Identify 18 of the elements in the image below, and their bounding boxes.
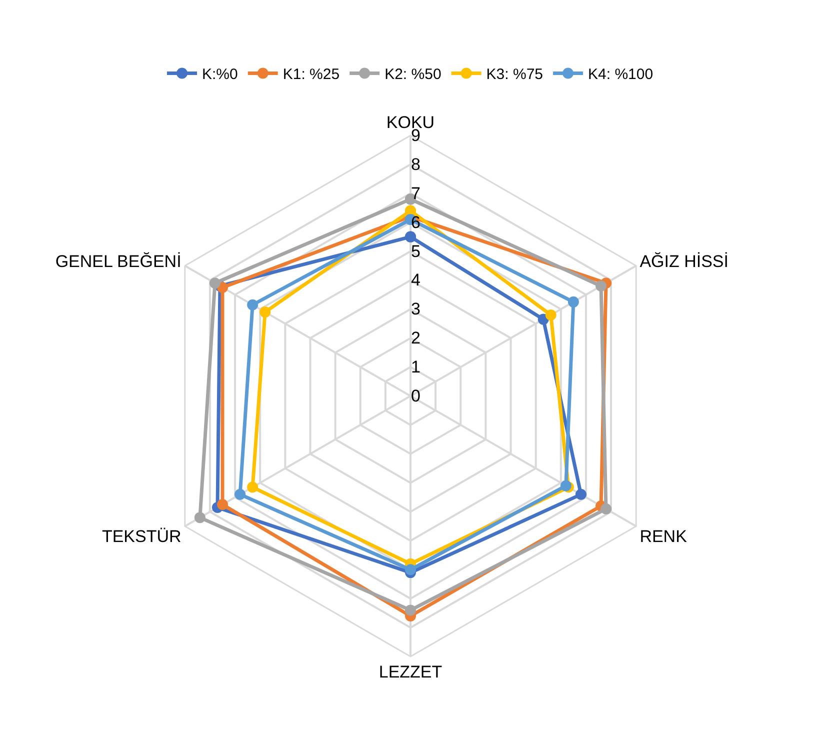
y-tick-label: 5 <box>411 242 420 261</box>
spoke-label: GENEL BEĞENİ <box>55 252 182 272</box>
y-tick-label: 4 <box>411 270 420 290</box>
spoke-label: AĞIZ HİSSİ <box>640 252 728 272</box>
legend-label: K4: %100 <box>588 66 654 84</box>
spoke-label: RENK <box>640 526 688 546</box>
y-tick-label: 0 <box>411 386 420 406</box>
legend-label: K3: %75 <box>486 66 544 84</box>
y-tick-label: 8 <box>411 154 420 174</box>
y-tick-label: 2 <box>411 328 420 348</box>
y-tick-label: 7 <box>411 184 420 203</box>
legend-label: K:%0 <box>202 66 238 84</box>
spoke-label: TEKSTÜR <box>102 526 182 546</box>
legend-label: K2: %50 <box>384 66 442 84</box>
y-tick-label: 3 <box>411 300 420 319</box>
legend-label: K1: %25 <box>282 66 340 84</box>
y-tick-label: 1 <box>411 358 420 377</box>
spoke-label: LEZZET <box>378 662 442 682</box>
